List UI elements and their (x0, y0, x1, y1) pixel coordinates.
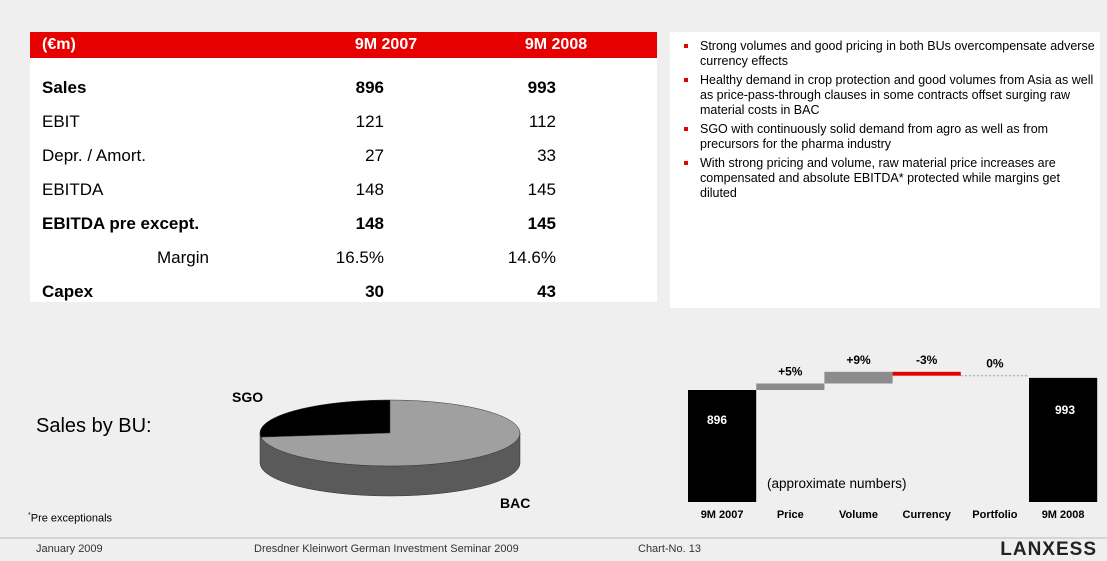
table-row: Margin 16.5% 14.6% (30, 241, 657, 275)
footnote: *Pre exceptionals (28, 512, 112, 525)
bullet-marker (684, 161, 688, 165)
value-label: 0% (986, 357, 1004, 371)
table-row: Depr. / Amort. 27 33 (30, 139, 657, 173)
category-label: Portfolio (972, 509, 1017, 521)
value-label: 993 (1055, 403, 1075, 417)
category-label: 9M 2008 (1042, 509, 1085, 521)
footer-date: January 2009 (36, 543, 103, 555)
cell: 145 (527, 180, 556, 199)
cell: 27 (365, 146, 384, 165)
cell: 145 (527, 214, 556, 233)
slice-label: BAC (500, 495, 530, 511)
bullet: SGO with continuously solid demand from … (684, 122, 1095, 152)
cell: 896 (355, 78, 384, 97)
step-bar (824, 371, 893, 384)
annotation: (approximate numbers) (767, 476, 907, 491)
step-bar (756, 383, 825, 390)
table-row: Sales 896 993 (30, 71, 657, 105)
row-label: EBIT (42, 112, 80, 131)
slice-label: SGO (232, 389, 263, 405)
bullet: Strong volumes and good pricing in both … (684, 39, 1095, 69)
footer-chart-no: Chart-No. 13 (638, 543, 701, 555)
total-bar (1029, 377, 1098, 502)
cell: 33 (537, 146, 556, 165)
bullet-text: SGO with continuously solid demand from … (700, 122, 1049, 151)
cell: 16.5% (335, 248, 384, 267)
bullet-marker (684, 127, 688, 131)
cell: 148 (355, 180, 384, 199)
cell: 14.6% (507, 248, 556, 267)
pie-title: Sales by BU: (36, 415, 152, 437)
cell: 993 (527, 78, 556, 97)
table-row: EBIT 121 112 (30, 105, 657, 139)
category-label: Volume (839, 509, 878, 521)
category-label: 9M 2007 (701, 509, 744, 521)
bullet: Healthy demand in crop protection and go… (684, 73, 1095, 118)
category-label: Currency (903, 509, 952, 521)
bullet-marker (684, 44, 688, 48)
bullet: With strong pricing and volume, raw mate… (684, 156, 1095, 201)
category-label: Price (777, 509, 804, 521)
value-label: +5% (778, 365, 803, 379)
bullet-box: Strong volumes and good pricing in both … (670, 32, 1100, 308)
footnote-text: Pre exceptionals (30, 512, 113, 525)
table-row: EBITDA 148 145 (30, 173, 657, 207)
footnote-mark: * (28, 512, 31, 519)
cell: 121 (355, 112, 384, 131)
row-label: Depr. / Amort. (42, 146, 146, 165)
cell: 43 (537, 282, 556, 301)
bullet-text: Strong volumes and good pricing in both … (700, 39, 1095, 68)
total-bar (688, 390, 757, 502)
row-label: Sales (42, 78, 87, 97)
step-bar (892, 371, 961, 376)
value-label: 896 (707, 413, 727, 427)
bullet-text: Healthy demand in crop protection and go… (700, 73, 1094, 117)
bullet-marker (684, 78, 688, 82)
value-label: +9% (846, 353, 871, 367)
header-cell: 9M 2008 (524, 36, 588, 53)
cell: 30 (365, 282, 384, 301)
row-label: EBITDA pre except. (42, 214, 200, 233)
financial-table: (€m) 9M 2007 9M 2008 Sales 896 993 EBIT 121 1… (30, 32, 657, 302)
value-label: -3% (916, 353, 938, 367)
table-header: (€m) 9M 2007 9M 2008 (30, 32, 657, 58)
header-cell: (€m) (42, 36, 76, 53)
row-label: EBITDA (42, 180, 104, 199)
table-row: EBITDA pre except. 148 145 (30, 207, 657, 241)
bullet-text: With strong pricing and volume, raw mate… (700, 156, 1060, 200)
row-label: Capex (42, 282, 94, 301)
cell: 148 (355, 214, 384, 233)
pie-slice (259, 399, 391, 438)
table-row: Capex 30 43 (30, 275, 657, 309)
logo: LANXESS (1000, 539, 1097, 560)
footer-event: Dresdner Kleinwort German Investment Sem… (254, 543, 519, 555)
header-cell: 9M 2007 (354, 36, 418, 53)
cell: 112 (528, 112, 556, 131)
row-label: Margin (157, 248, 209, 267)
pie-slice (260, 399, 521, 467)
